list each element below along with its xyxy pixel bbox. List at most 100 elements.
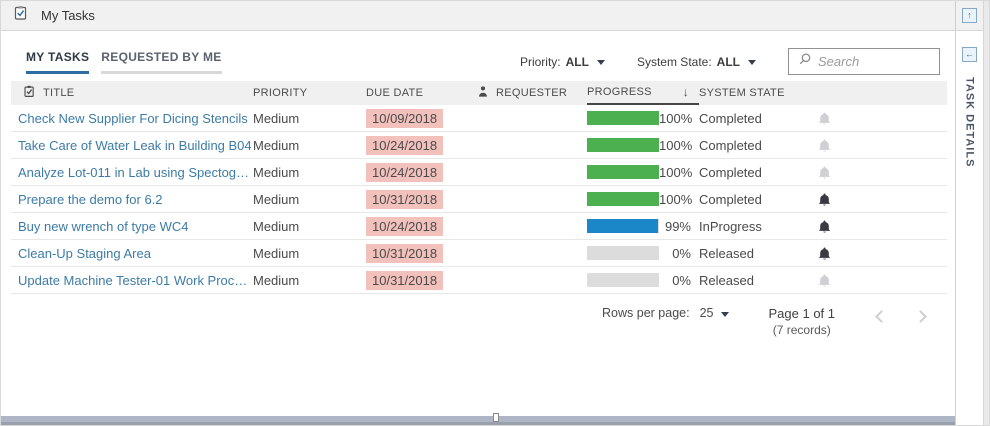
- table-row: Take Care of Water Leak in Building B04 …: [11, 132, 947, 159]
- task-priority: Medium: [253, 218, 300, 234]
- table-row: Prepare the demo for 6.2 Medium 10/31/20…: [11, 186, 947, 213]
- task-title-link[interactable]: Prepare the demo for 6.2: [18, 191, 163, 207]
- notification-cell: [809, 138, 839, 153]
- task-system-state: Completed: [699, 164, 762, 180]
- bell-icon[interactable]: [817, 138, 832, 153]
- table-row: Buy new wrench of type WC4 Medium 10/24/…: [11, 213, 947, 240]
- task-priority: Medium: [253, 191, 300, 207]
- column-header-title-label: TITLE: [43, 87, 75, 99]
- task-title-link[interactable]: Clean-Up Staging Area: [18, 245, 151, 261]
- task-system-state: Completed: [699, 191, 762, 207]
- rows-per-page-label: Rows per page:: [602, 306, 690, 320]
- task-due-date: 10/09/2018: [366, 108, 477, 128]
- page-label: Page 1 of 1: [768, 306, 836, 321]
- bell-icon[interactable]: [817, 192, 832, 207]
- expand-top-panel-icon[interactable]: ↑: [962, 8, 977, 23]
- rows-per-page: Rows per page: 25: [602, 306, 729, 320]
- tab-requested-by-me[interactable]: REQUESTED BY ME: [101, 50, 222, 74]
- progress-bar-track: [587, 138, 659, 152]
- due-date-badge: 10/09/2018: [366, 108, 444, 128]
- progress-bar-fill: [587, 138, 659, 152]
- toolbar: MY TASKS REQUESTED BY ME Priority: ALL S…: [26, 48, 940, 75]
- table-row: Clean-Up Staging Area Medium 10/31/2018 …: [11, 240, 947, 267]
- progress-bar-track: [587, 111, 659, 125]
- system-state-filter-value: ALL: [716, 54, 740, 69]
- scrollbar-handle[interactable]: [493, 413, 499, 422]
- bell-icon[interactable]: [817, 219, 832, 234]
- task-title-link[interactable]: Update Machine Tester-01 Work Procedure: [18, 272, 253, 288]
- system-state-filter-label: System State:: [636, 54, 712, 69]
- task-progress: 100%: [587, 165, 699, 180]
- task-system-state: Completed: [699, 137, 762, 153]
- column-header-system-state[interactable]: SYSTEM STATE: [699, 87, 785, 99]
- notification-cell: [809, 192, 839, 207]
- column-header-title[interactable]: TITLE: [11, 85, 253, 101]
- chevron-down-icon: [720, 311, 729, 317]
- priority-filter-dropdown[interactable]: Priority: ALL: [520, 55, 605, 69]
- bottom-scrollbar[interactable]: [1, 413, 955, 425]
- rows-per-page-select[interactable]: 25: [700, 306, 729, 320]
- notification-cell: [809, 165, 839, 180]
- app-header: My Tasks: [1, 1, 955, 31]
- my-tasks-clipboard-icon: [13, 5, 29, 26]
- task-clipboard-icon: [23, 85, 36, 101]
- task-title-link[interactable]: Take Care of Water Leak in Building B04: [18, 137, 252, 153]
- due-date-badge: 10/24/2018: [366, 135, 444, 155]
- column-header-progress-label: PROGRESS: [587, 86, 652, 98]
- task-progress: 100%: [587, 111, 699, 126]
- search-input[interactable]: [818, 54, 931, 69]
- chevron-down-icon: [748, 60, 756, 65]
- progress-percent: 100%: [659, 137, 693, 153]
- search-icon: [797, 52, 812, 72]
- table-body: Check New Supplier For Dicing Stencils M…: [1, 105, 955, 294]
- column-header-priority[interactable]: PRIORITY: [253, 87, 308, 99]
- task-priority: Medium: [253, 110, 300, 126]
- previous-page-icon[interactable]: [875, 310, 888, 323]
- task-priority: Medium: [253, 272, 300, 288]
- collapse-panel-icon[interactable]: ←: [962, 47, 977, 62]
- progress-percent: 99%: [664, 218, 691, 234]
- task-details-panel-title[interactable]: TASK DETAILS: [963, 77, 976, 168]
- bell-icon[interactable]: [817, 165, 832, 180]
- task-progress: 99%: [587, 219, 699, 234]
- bell-icon[interactable]: [817, 111, 832, 126]
- tab-my-tasks[interactable]: MY TASKS: [26, 50, 90, 74]
- system-state-filter-dropdown[interactable]: System State: ALL: [637, 55, 756, 69]
- task-due-date: 10/31/2018: [366, 189, 477, 209]
- task-title-link[interactable]: Analyze Lot-011 in Lab using Spectograph…: [18, 164, 253, 180]
- search-box[interactable]: [788, 48, 940, 75]
- sort-desc-icon: ↓: [682, 85, 689, 99]
- progress-percent: 100%: [659, 164, 693, 180]
- table-row: Update Machine Tester-01 Work Procedure …: [11, 267, 947, 294]
- table-footer: Rows per page: 25 Page 1 of 1 (7 records…: [1, 306, 933, 337]
- bell-icon[interactable]: [817, 273, 832, 288]
- bell-icon[interactable]: [817, 246, 832, 261]
- task-system-state: InProgress: [699, 218, 762, 234]
- task-progress: 100%: [587, 138, 699, 153]
- progress-percent: 0%: [672, 245, 691, 261]
- table-row: Analyze Lot-011 in Lab using Spectograph…: [11, 159, 947, 186]
- task-details-rail: ↑ ← TASK DETAILS: [955, 1, 983, 425]
- progress-bar-fill: [587, 219, 659, 233]
- progress-bar-track: [587, 246, 659, 260]
- due-date-badge: 10/31/2018: [366, 243, 444, 263]
- rail-top-section: ↑: [956, 1, 983, 31]
- column-header-requester[interactable]: REQUESTER: [477, 85, 587, 101]
- notification-cell: [809, 219, 839, 234]
- progress-bar-track: [587, 219, 659, 233]
- next-page-icon[interactable]: [914, 310, 927, 323]
- task-due-date: 10/24/2018: [366, 135, 477, 155]
- task-progress: 0%: [587, 273, 699, 288]
- progress-percent: 100%: [659, 110, 693, 126]
- task-priority: Medium: [253, 164, 300, 180]
- column-header-progress[interactable]: PROGRESS ↓: [587, 81, 699, 105]
- task-title-link[interactable]: Check New Supplier For Dicing Stencils: [18, 110, 248, 126]
- task-priority: Medium: [253, 137, 300, 153]
- task-due-date: 10/31/2018: [366, 270, 477, 290]
- due-date-badge: 10/31/2018: [366, 270, 444, 290]
- task-title-link[interactable]: Buy new wrench of type WC4: [18, 218, 189, 234]
- task-priority: Medium: [253, 245, 300, 261]
- page-title: My Tasks: [41, 8, 95, 23]
- column-header-due-date[interactable]: DUE DATE: [366, 87, 424, 99]
